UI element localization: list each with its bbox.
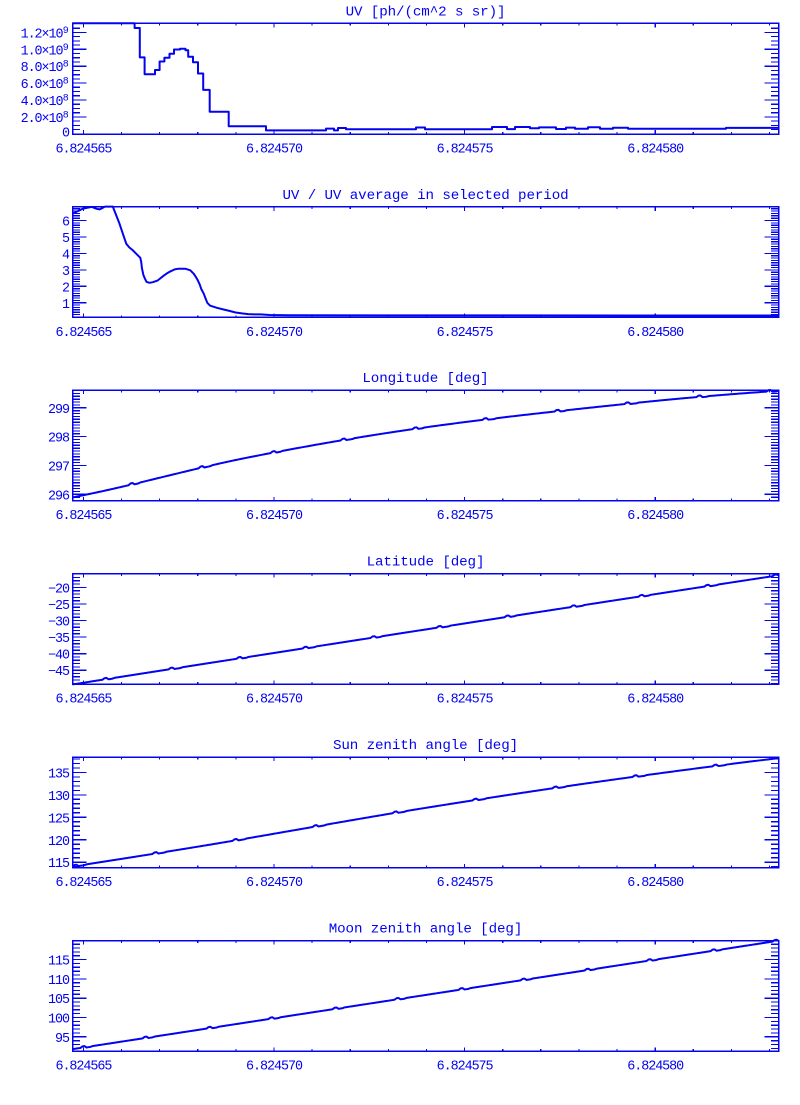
svg-text:125: 125 [48, 812, 70, 827]
svg-text:6.824580: 6.824580 [627, 142, 684, 157]
svg-text:105: 105 [48, 993, 70, 1008]
svg-text:6.824570: 6.824570 [246, 693, 303, 708]
svg-text:6.824565: 6.824565 [55, 509, 112, 524]
svg-text:1: 1 [62, 298, 70, 313]
svg-text:6.824570: 6.824570 [246, 326, 303, 341]
svg-text:2.0×10: 2.0×10 [21, 112, 64, 127]
svg-text:6.824575: 6.824575 [437, 693, 494, 708]
svg-text:6.824570: 6.824570 [246, 142, 303, 157]
svg-text:6: 6 [62, 216, 70, 231]
svg-text:6.824565: 6.824565 [55, 326, 112, 341]
svg-text:UV [ph/(cm^2 s sr)]: UV [ph/(cm^2 s sr)] [346, 4, 506, 20]
svg-text:−20: −20 [48, 582, 70, 597]
svg-text:6.824570: 6.824570 [246, 1060, 303, 1075]
svg-text:Longitude [deg]: Longitude [deg] [362, 371, 488, 387]
svg-text:120: 120 [48, 835, 70, 850]
svg-text:2: 2 [62, 281, 70, 296]
svg-text:6.824570: 6.824570 [246, 876, 303, 891]
svg-text:1.2×10: 1.2×10 [21, 27, 64, 42]
svg-text:6.824575: 6.824575 [437, 509, 494, 524]
svg-text:6.824565: 6.824565 [55, 693, 112, 708]
svg-text:297: 297 [48, 460, 69, 475]
svg-text:Moon zenith angle [deg]: Moon zenith angle [deg] [329, 922, 523, 938]
svg-text:UV / UV average in selected pe: UV / UV average in selected period [282, 188, 568, 204]
svg-text:296: 296 [48, 489, 70, 504]
svg-text:8: 8 [63, 110, 69, 121]
svg-text:9: 9 [63, 43, 69, 54]
svg-text:5: 5 [62, 232, 70, 247]
svg-text:1.0×10: 1.0×10 [21, 44, 64, 59]
svg-text:6.824580: 6.824580 [627, 509, 684, 524]
svg-text:8: 8 [63, 94, 69, 105]
svg-text:4.0×10: 4.0×10 [21, 95, 64, 110]
svg-text:6.824565: 6.824565 [55, 876, 112, 891]
svg-text:100: 100 [48, 1013, 70, 1028]
svg-text:6.824575: 6.824575 [437, 326, 494, 341]
svg-text:Sun zenith angle [deg]: Sun zenith angle [deg] [333, 738, 518, 754]
svg-text:−25: −25 [48, 599, 70, 614]
svg-text:4: 4 [62, 248, 70, 263]
svg-text:6.824575: 6.824575 [437, 876, 494, 891]
svg-text:−30: −30 [48, 616, 70, 631]
svg-text:115: 115 [48, 857, 70, 872]
svg-text:6.824580: 6.824580 [627, 876, 684, 891]
svg-text:6.824575: 6.824575 [437, 142, 494, 157]
svg-text:6.824570: 6.824570 [246, 509, 303, 524]
svg-text:6.824565: 6.824565 [55, 1060, 112, 1075]
svg-text:6.824580: 6.824580 [627, 326, 684, 341]
svg-text:6.824580: 6.824580 [627, 693, 684, 708]
svg-text:6.824580: 6.824580 [627, 1060, 684, 1075]
svg-text:6.824575: 6.824575 [437, 1060, 494, 1075]
svg-text:8.0×10: 8.0×10 [21, 61, 64, 76]
svg-text:6.824565: 6.824565 [55, 142, 112, 157]
svg-text:0: 0 [62, 127, 70, 142]
svg-text:9: 9 [63, 26, 69, 37]
svg-text:Latitude [deg]: Latitude [deg] [367, 555, 485, 571]
svg-text:95: 95 [55, 1032, 70, 1047]
svg-text:−40: −40 [48, 649, 70, 664]
svg-text:8: 8 [63, 77, 69, 88]
svg-text:8: 8 [63, 60, 69, 71]
svg-text:−35: −35 [48, 632, 70, 647]
svg-text:299: 299 [48, 403, 70, 418]
svg-text:135: 135 [48, 767, 70, 782]
svg-text:130: 130 [48, 790, 70, 805]
svg-text:3: 3 [62, 265, 70, 280]
svg-text:6.0×10: 6.0×10 [21, 78, 64, 93]
svg-text:110: 110 [48, 974, 70, 989]
svg-text:115: 115 [48, 955, 70, 970]
svg-text:−45: −45 [48, 665, 70, 680]
svg-text:298: 298 [48, 432, 70, 447]
